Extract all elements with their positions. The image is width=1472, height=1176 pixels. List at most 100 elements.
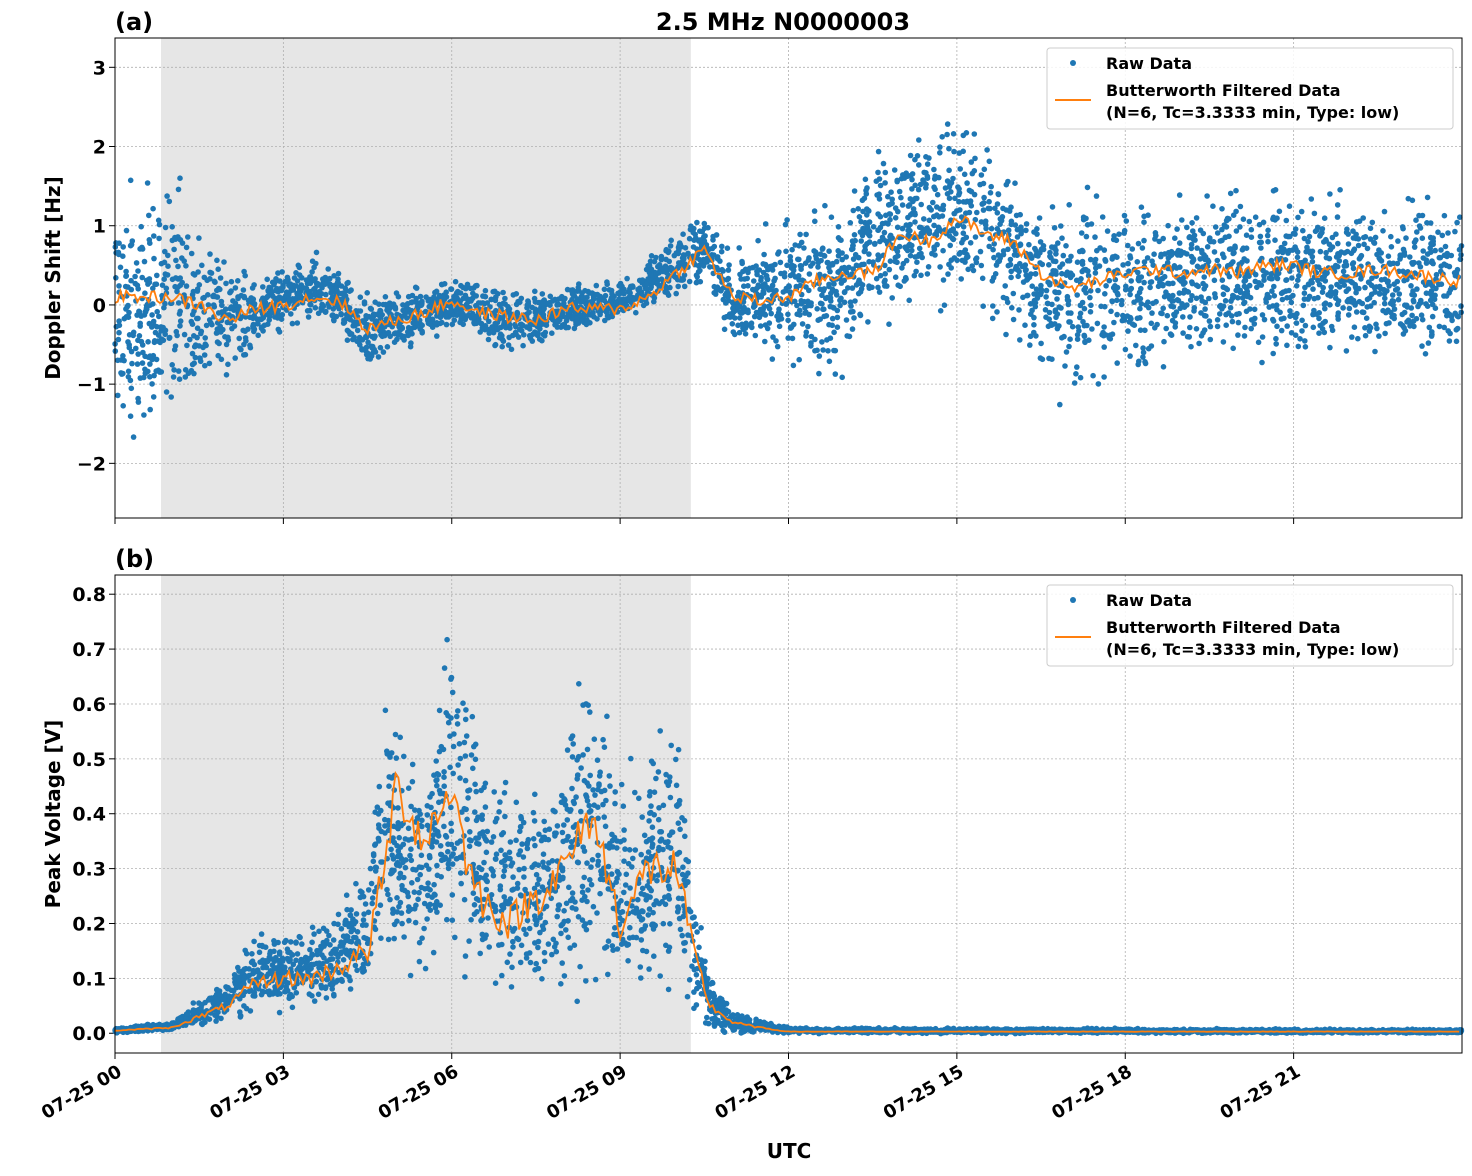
raw-point	[741, 305, 747, 311]
raw-point	[911, 206, 917, 212]
raw-point	[1302, 338, 1308, 344]
raw-point	[1226, 310, 1232, 316]
raw-point	[1242, 300, 1248, 306]
raw-point	[1345, 231, 1351, 237]
raw-point	[1323, 300, 1329, 306]
raw-point	[207, 361, 213, 367]
raw-point	[1228, 191, 1234, 197]
raw-point	[1165, 223, 1171, 229]
raw-point	[1367, 324, 1373, 330]
raw-point	[209, 270, 215, 276]
raw-point	[1249, 234, 1255, 240]
raw-point	[1195, 264, 1201, 270]
raw-point	[1413, 237, 1419, 243]
raw-point	[830, 261, 836, 267]
raw-point	[376, 354, 382, 360]
raw-point	[215, 330, 221, 336]
raw-point	[257, 950, 263, 956]
raw-point	[852, 188, 858, 194]
y-tick-label: 0.6	[72, 694, 106, 716]
raw-point	[1316, 330, 1322, 336]
raw-point	[892, 167, 898, 173]
raw-point	[885, 194, 891, 200]
raw-point	[791, 268, 797, 274]
raw-point	[1024, 221, 1030, 227]
raw-point	[1352, 324, 1358, 330]
raw-point	[169, 224, 175, 230]
raw-point	[1103, 258, 1109, 264]
raw-point	[727, 314, 733, 320]
raw-point	[1335, 313, 1341, 319]
raw-point	[224, 372, 230, 378]
raw-point	[1107, 278, 1113, 284]
raw-point	[1081, 214, 1087, 220]
raw-point	[725, 245, 731, 251]
raw-point	[947, 184, 953, 190]
raw-point	[1139, 301, 1145, 307]
raw-point	[1208, 239, 1214, 245]
raw-point	[1088, 288, 1094, 294]
raw-point	[994, 309, 1000, 315]
raw-point	[1044, 288, 1050, 294]
raw-point	[937, 264, 943, 270]
raw-point	[1281, 316, 1287, 322]
raw-point	[287, 283, 293, 289]
raw-point	[776, 310, 782, 316]
raw-point	[925, 161, 931, 167]
raw-point	[1208, 324, 1214, 330]
raw-point	[1244, 294, 1250, 300]
raw-point	[646, 912, 652, 918]
raw-point	[837, 298, 843, 304]
raw-point	[1376, 247, 1382, 253]
raw-point	[1009, 222, 1015, 228]
raw-point	[707, 264, 713, 270]
raw-point	[133, 346, 139, 352]
raw-point	[1057, 402, 1063, 408]
raw-point	[1284, 218, 1290, 224]
raw-point	[481, 301, 487, 307]
raw-point	[164, 193, 170, 199]
raw-point	[797, 308, 803, 314]
raw-point	[848, 309, 854, 315]
raw-point	[1061, 253, 1067, 259]
raw-point	[1114, 298, 1120, 304]
raw-point	[190, 351, 196, 357]
raw-point	[1382, 331, 1388, 337]
raw-point	[1220, 277, 1226, 283]
raw-point	[212, 279, 218, 285]
raw-point	[1194, 215, 1200, 221]
raw-point	[899, 265, 905, 271]
raw-point	[777, 324, 783, 330]
raw-point	[1244, 232, 1250, 238]
raw-point	[262, 299, 268, 305]
raw-point	[562, 296, 568, 302]
chart-title: 2.5 MHz N0000003	[656, 8, 910, 36]
raw-point	[1253, 214, 1259, 220]
raw-point	[1332, 265, 1338, 271]
raw-point	[483, 294, 489, 300]
raw-point	[483, 288, 489, 294]
raw-point	[401, 754, 407, 760]
raw-point	[1038, 239, 1044, 245]
raw-point	[1127, 253, 1133, 259]
raw-point	[1307, 294, 1313, 300]
raw-point	[1011, 291, 1017, 297]
raw-point	[384, 887, 390, 893]
raw-point	[119, 371, 125, 377]
raw-point	[1367, 328, 1373, 334]
raw-point	[956, 186, 962, 192]
raw-point	[514, 302, 520, 308]
raw-point	[862, 243, 868, 249]
raw-point	[1299, 328, 1305, 334]
raw-point	[304, 286, 310, 292]
raw-point	[1395, 238, 1401, 244]
raw-point	[442, 281, 448, 287]
raw-point	[362, 299, 368, 305]
raw-point	[215, 353, 221, 359]
raw-point	[1363, 333, 1369, 339]
raw-point	[940, 213, 946, 219]
raw-point	[248, 345, 254, 351]
raw-point	[938, 308, 944, 314]
raw-point	[649, 253, 655, 259]
